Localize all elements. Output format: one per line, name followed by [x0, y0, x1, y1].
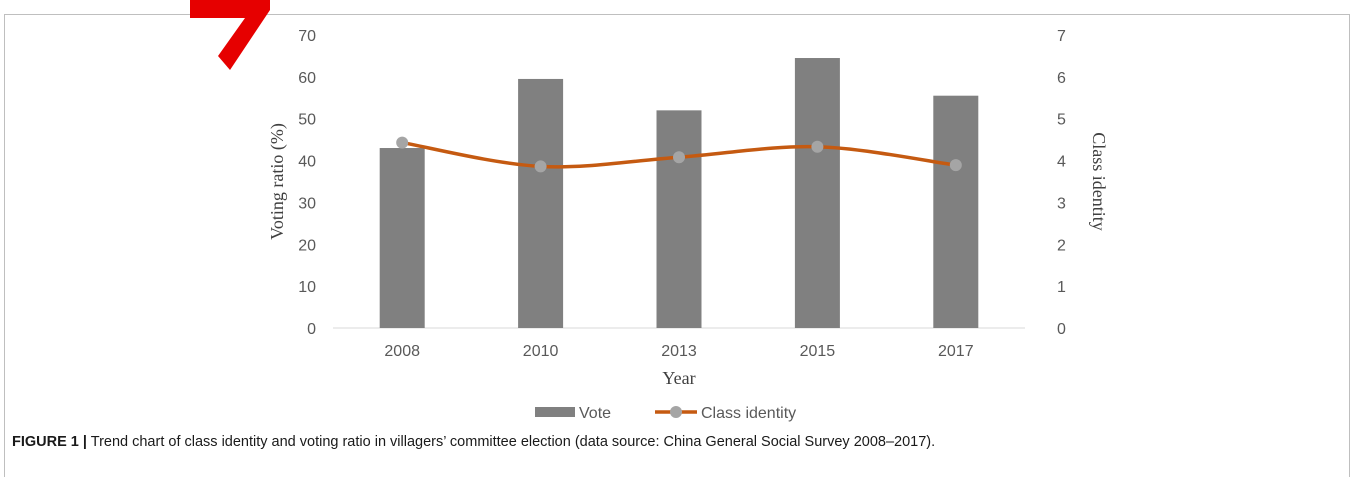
- figure-caption: FIGURE 1 | Trend chart of class identity…: [12, 434, 1332, 450]
- watermark-logo: [190, 0, 270, 70]
- caption-text: Trend chart of class identity and voting…: [90, 434, 936, 450]
- legend-swatch-vote: [535, 407, 575, 417]
- y-left-tick-label: 60: [298, 70, 316, 87]
- y-right-tick-label: 7: [1057, 28, 1066, 45]
- chart: 0 10 20 30 40 50 60 70 0 1 2 3 4 5 6 7 2008 2010 2013 2015 2…: [267, 28, 1109, 422]
- y-left-tick-label: 20: [298, 237, 316, 254]
- legend-label-vote: Vote: [579, 405, 611, 422]
- y-right-tick-label: 5: [1057, 112, 1066, 129]
- marker-class-identity: [396, 136, 409, 149]
- legend-swatch-marker: [670, 406, 682, 418]
- y-right-tick-label: 6: [1057, 70, 1066, 87]
- x-tick-label: 2017: [938, 343, 974, 360]
- figure-frame: [4, 14, 1350, 477]
- marker-class-identity: [534, 160, 547, 173]
- y-right-tick-label: 2: [1057, 237, 1066, 254]
- caption-label: FIGURE 1 |: [12, 434, 87, 450]
- y-right-axis-title: Class identity: [1089, 132, 1109, 231]
- bar-vote: [379, 148, 425, 328]
- y-right-tick-label: 3: [1057, 195, 1066, 212]
- y-right-tick-label: 1: [1057, 279, 1066, 296]
- y-left-tick-label: 70: [298, 28, 316, 45]
- x-tick-label: 2008: [384, 343, 420, 360]
- bar-vote: [656, 110, 702, 328]
- marker-class-identity: [811, 140, 824, 153]
- bar-vote: [518, 78, 564, 328]
- y-left-tick-label: 0: [307, 321, 316, 338]
- y-left-tick-label: 50: [298, 112, 316, 129]
- y-left-axis-title: Voting ratio (%): [267, 123, 288, 240]
- marker-class-identity: [673, 151, 685, 164]
- legend-label-class-identity: Class identity: [701, 405, 796, 422]
- marker-class-identity: [949, 159, 962, 172]
- x-tick-label: 2015: [800, 343, 836, 360]
- y-left-tick-label: 10: [298, 279, 316, 296]
- bar-vote: [794, 58, 840, 329]
- y-right-tick-label: 0: [1057, 321, 1066, 338]
- bar-vote: [933, 95, 979, 328]
- y-left-tick-label: 30: [298, 195, 316, 212]
- x-tick-label: 2013: [661, 343, 697, 360]
- y-left-tick-label: 40: [298, 154, 316, 171]
- x-axis-title: Year: [662, 368, 695, 388]
- x-tick-label: 2010: [523, 343, 559, 360]
- y-right-tick-label: 4: [1057, 154, 1066, 171]
